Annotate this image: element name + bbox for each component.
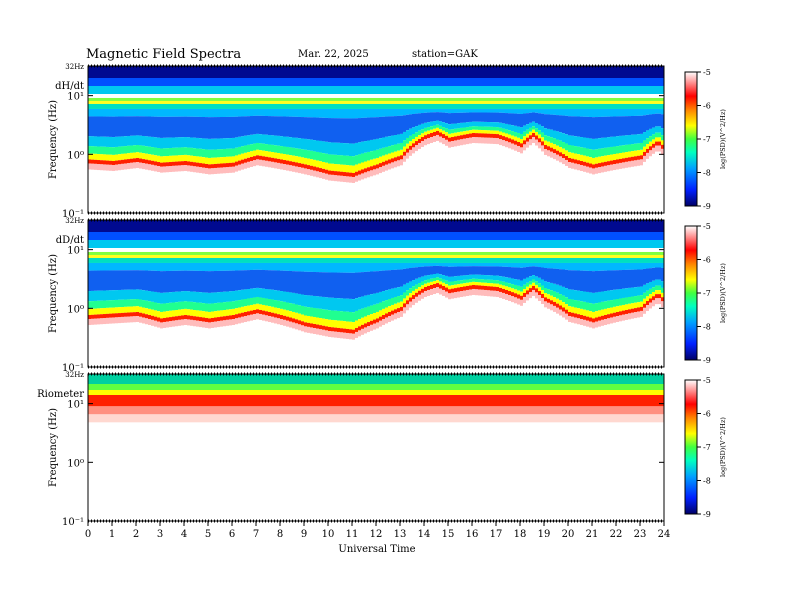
y-tick-label: 10⁰ [67,458,84,469]
spectrum-layer [88,406,664,415]
colorbar-tick-label: -6 [703,410,711,419]
colorbar-tick-label: -6 [703,256,711,265]
y-axis-label: Frequency (Hz) [48,100,59,179]
x-tick-label: 23 [634,529,647,540]
colorbar-tick-label: -5 [703,68,711,77]
colorbar-tick-label: -7 [703,443,711,452]
y-tick-label: 10⁻¹ [62,209,84,220]
x-tick-label: 19 [538,529,551,540]
y-tick-label: 10⁰ [67,150,84,161]
station-label: station=GAK [412,49,478,60]
colorbar-tick-label: -6 [703,102,711,111]
colorbar-label: log(PSD)(V^2/Hz) [719,417,727,477]
x-tick-label: 1 [109,529,115,540]
spectrum-layer-top [88,220,664,232]
x-tick-label: 11 [346,529,359,540]
spectrum-layer [88,384,664,390]
spectrum-layer [88,240,664,248]
x-tick-label: 2 [133,529,139,540]
spectrum-layer [88,232,664,240]
panel-label: dD/dt [56,235,84,246]
colorbar-tick-label: -9 [703,510,711,519]
x-tick-label: 13 [394,529,407,540]
panel-riometer: Riometer 32Hz 10¹ 10⁰ 10⁻¹ Frequency (Hz) -5 -6… [37,371,727,528]
spectrum-layer-top [88,374,664,384]
y-axis-label: Frequency (Hz) [48,254,59,333]
spectrum-layer [88,395,664,407]
x-tick-label: 24 [658,529,671,540]
band-line [88,254,664,258]
x-tick-label: 15 [442,529,455,540]
spectrogram-plot [88,66,664,213]
spectrogram-plot [88,374,664,521]
colorbar-label: log(PSD)(V^2/Hz) [719,109,727,169]
colorbar-tick-label: -9 [703,356,711,365]
figure-title: Magnetic Field Spectra [86,47,241,62]
x-tick-label: 9 [301,529,307,540]
spectrogram-panels: dH/dt 32Hz 10¹ 10⁰ 10⁻¹ Frequency (Hz) -5 -6 -7 -… [37,63,727,528]
colorbar-label: log(PSD)(V^2/Hz) [719,263,727,323]
panel-label: dH/dt [55,81,84,92]
y-tick-label: 10⁻¹ [62,517,84,528]
x-axis: 0 1 2 3 4 5 6 7 8 9 10 11 12 13 14 15 16 17 18 19 20 21 22 23 24 [85,521,671,540]
spectrum-layer [88,103,664,109]
x-tick-label: 5 [205,529,211,540]
x-tick-label: 16 [466,529,479,540]
x-tick-label: 22 [610,529,623,540]
y-tick-label-top: 32Hz [65,63,84,71]
panel-dhdt: dH/dt 32Hz 10¹ 10⁰ 10⁻¹ Frequency (Hz) -5 -6 -7 -… [48,63,727,220]
y-tick-label-top: 32Hz [65,217,84,225]
spectrogram-plot [88,220,664,367]
colorbar-tick-label: -8 [703,169,711,178]
spectrum-layer [88,78,664,86]
spectrum-layer [88,257,664,263]
x-tick-label: 20 [562,529,575,540]
panel-label: Riometer [37,389,84,400]
y-tick-label: 10⁰ [67,304,84,315]
x-tick-label: 14 [418,529,431,540]
spectrum-layer [88,86,664,94]
x-axis-label: Universal Time [338,544,415,555]
spectrum-layer-top [88,66,664,78]
colorbar-tick-label: -5 [703,222,711,231]
spectrum-layer [88,390,664,395]
y-tick-label: 10¹ [67,400,84,411]
spectrum-layer [88,97,664,102]
y-axis-label: Frequency (Hz) [48,408,59,487]
colorbar-tick-label: -7 [703,135,711,144]
y-tick-label: 10¹ [67,246,84,257]
x-tick-label: 18 [514,529,527,540]
x-tick-label: 6 [229,529,235,540]
colorbar-tick-label: -5 [703,376,711,385]
x-tick-label: 10 [322,529,335,540]
colorbar [684,225,698,361]
colorbar-tick-label: -7 [703,289,711,298]
x-tick-label: 3 [157,529,163,540]
x-tick-label: 0 [85,529,91,540]
y-tick-label: 10⁻¹ [62,363,84,374]
colorbar-tick-label: -8 [703,323,711,332]
x-tick-label: 4 [181,529,187,540]
x-tick-label: 7 [253,529,259,540]
panel-dddt: dD/dt 32Hz 10¹ 10⁰ 10⁻¹ Frequency (Hz) -5 -6 -7 -… [48,217,727,374]
colorbar-tick-label: -9 [703,202,711,211]
spectrum-layer [88,414,664,423]
colorbar [684,71,698,207]
x-tick-label: 17 [490,529,503,540]
spectrum-layer [88,251,664,256]
x-tick-label: 21 [586,529,599,540]
y-tick-label-top: 32Hz [65,371,84,379]
y-tick-label: 10¹ [67,92,84,103]
date-label: Mar. 22, 2025 [298,49,369,60]
colorbar [684,379,698,515]
colorbar-tick-label: -8 [703,477,711,486]
band-line [88,100,664,104]
x-tick-label: 12 [370,529,383,540]
x-tick-label: 8 [277,529,283,540]
